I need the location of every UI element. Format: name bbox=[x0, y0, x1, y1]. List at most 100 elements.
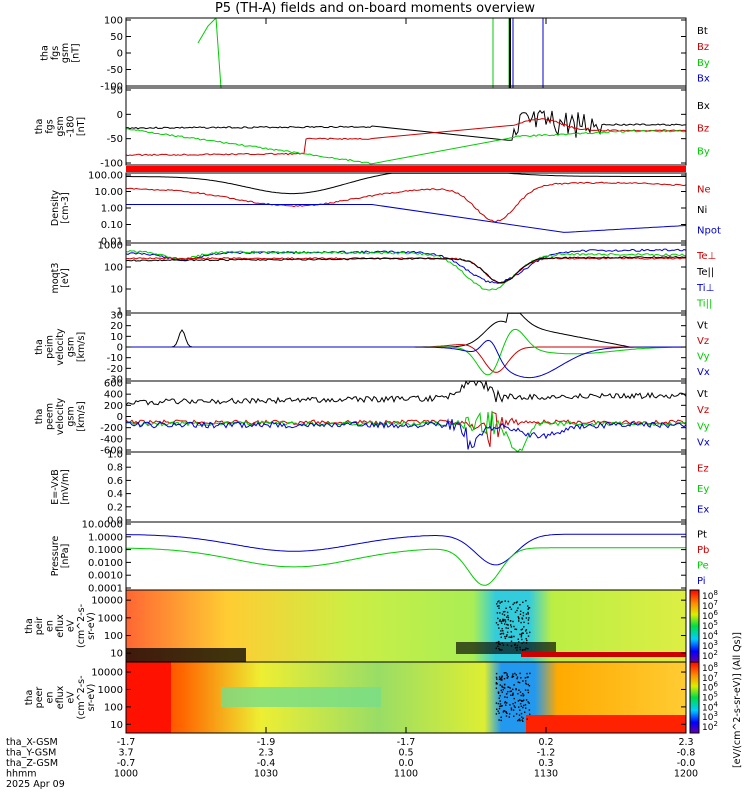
series-by bbox=[215, 17, 222, 89]
y-axis-label-line: fgs bbox=[45, 119, 56, 133]
spectrogram-speckle bbox=[497, 601, 499, 603]
panel-frame bbox=[125, 521, 687, 591]
spectrogram-speckle bbox=[506, 611, 509, 614]
y-tick-label: 100 bbox=[104, 263, 123, 274]
spectrogram-speckle bbox=[510, 640, 513, 642]
spectrogram-speckle bbox=[497, 691, 500, 693]
spectrogram-speckle bbox=[502, 618, 504, 621]
spectrogram-speckle bbox=[507, 600, 510, 603]
y-tick-label: 1 bbox=[117, 307, 123, 318]
spectrogram-speckle bbox=[504, 619, 507, 621]
footer-value: -0.7 bbox=[117, 758, 136, 769]
spectrogram-speckle bbox=[509, 687, 511, 689]
legend-label: Ey bbox=[697, 484, 709, 495]
spectrogram-speckle bbox=[500, 689, 502, 692]
spectrogram-speckle bbox=[496, 605, 499, 607]
y-axis-label: tha peer en eflux eV (cm^2-s-sr-eV) bbox=[24, 676, 97, 720]
spectrogram-speckle bbox=[512, 692, 514, 694]
spectrogram-speckle bbox=[502, 688, 504, 691]
ion-lowenergy-strip bbox=[521, 652, 686, 657]
spectrogram-speckle bbox=[516, 649, 518, 651]
y-tick-label: 0 bbox=[117, 412, 123, 423]
legend-label: Pb bbox=[697, 545, 709, 556]
spectrogram-speckle bbox=[522, 693, 524, 695]
y-axis-label-line: [cm-3] bbox=[60, 192, 71, 223]
spectrogram-speckle bbox=[499, 633, 502, 635]
spectrogram-speckle bbox=[507, 624, 509, 626]
spectrogram-speckle bbox=[523, 641, 525, 644]
spectrogram-speckle bbox=[499, 612, 501, 614]
spectrogram-speckle bbox=[506, 712, 508, 714]
spectrogram-speckle bbox=[509, 704, 511, 706]
spectrogram-speckle bbox=[507, 618, 509, 621]
y-axis-label-line: en bbox=[45, 620, 56, 632]
spectrogram-speckle bbox=[521, 618, 524, 620]
y-tick-label: 10.0000 bbox=[82, 520, 123, 531]
footer-value: -0.4 bbox=[257, 758, 276, 769]
spectrogram-speckle bbox=[525, 630, 527, 632]
y-axis-label-line: (cm^2-s- bbox=[76, 676, 87, 720]
spectrogram-speckle bbox=[520, 712, 523, 715]
y-tick-label: 10000 bbox=[91, 668, 123, 679]
y-axis-label-line: en bbox=[45, 692, 56, 704]
legend-label: Npot bbox=[697, 226, 721, 237]
spectrogram-speckle bbox=[529, 631, 531, 634]
spectrogram-speckle bbox=[504, 621, 507, 623]
spectrogram-speckle bbox=[502, 644, 505, 646]
spectrogram-speckle bbox=[512, 673, 514, 675]
spectrogram-speckle bbox=[510, 709, 513, 711]
spectrogram-speckle bbox=[498, 643, 501, 645]
footer-value: 2.3 bbox=[258, 748, 273, 759]
spectrogram-speckle bbox=[515, 674, 517, 676]
ion-lowenergy-dropout bbox=[456, 642, 556, 654]
y-axis-label-line: peir bbox=[34, 617, 45, 636]
spectrogram-speckle bbox=[519, 691, 522, 693]
y-tick-label: 200 bbox=[104, 401, 123, 412]
spectrogram-speckle bbox=[517, 693, 519, 695]
series-ne bbox=[125, 181, 687, 223]
spectrogram-speckle bbox=[499, 684, 501, 686]
spectrogram-speckle bbox=[518, 719, 520, 721]
spectrogram-speckle bbox=[514, 672, 516, 675]
spectrogram-speckle bbox=[498, 707, 501, 710]
spectrogram-speckle bbox=[503, 672, 505, 674]
spectrogram-speckle bbox=[498, 676, 501, 678]
legend-label: Ne bbox=[697, 184, 711, 195]
spectrogram-speckle bbox=[518, 617, 520, 619]
legend-label: Vx bbox=[697, 438, 710, 449]
spectrogram-speckle bbox=[520, 634, 523, 636]
spectrogram-speckle bbox=[510, 645, 513, 647]
spectrogram-speckle bbox=[504, 610, 506, 613]
spectrogram-speckle bbox=[526, 672, 528, 675]
spectrogram-speckle bbox=[527, 605, 529, 607]
colorbar bbox=[689, 661, 700, 734]
spectrogram-speckle bbox=[505, 627, 507, 629]
spectrogram-speckle bbox=[515, 628, 518, 631]
legend-label: Te⊥ bbox=[696, 251, 716, 262]
legend-label: Ti⊥ bbox=[696, 283, 714, 294]
series-vx bbox=[126, 339, 686, 379]
spectrogram-speckle bbox=[512, 703, 514, 705]
spectrogram-speckle bbox=[499, 619, 501, 621]
legend-label: Vz bbox=[697, 405, 709, 416]
spectrogram-speckle bbox=[504, 710, 506, 712]
spectrogram-speckle bbox=[510, 636, 512, 638]
spectrogram-speckle bbox=[499, 602, 501, 604]
spectrogram-speckle bbox=[519, 646, 521, 649]
spectrogram-speckle bbox=[512, 603, 514, 606]
spectrogram-speckle bbox=[504, 702, 506, 704]
spectrogram-speckle bbox=[513, 705, 515, 707]
spectrogram-speckle bbox=[519, 672, 521, 675]
legend-label: Vz bbox=[697, 336, 709, 347]
spectrogram-speckle bbox=[520, 705, 523, 707]
spectrogram-speckle bbox=[528, 685, 531, 687]
spectrogram-speckle bbox=[519, 709, 521, 711]
spectrogram-speckle bbox=[495, 647, 497, 649]
spectrogram-speckle bbox=[497, 702, 500, 705]
series-vy bbox=[126, 328, 686, 376]
footer-value: -0.8 bbox=[677, 748, 696, 759]
spectrogram-speckle bbox=[509, 620, 512, 622]
y-tick-label: 0.1000 bbox=[88, 545, 123, 556]
footer-value: 2.3 bbox=[678, 737, 693, 748]
spectrogram-speckle bbox=[519, 699, 521, 701]
